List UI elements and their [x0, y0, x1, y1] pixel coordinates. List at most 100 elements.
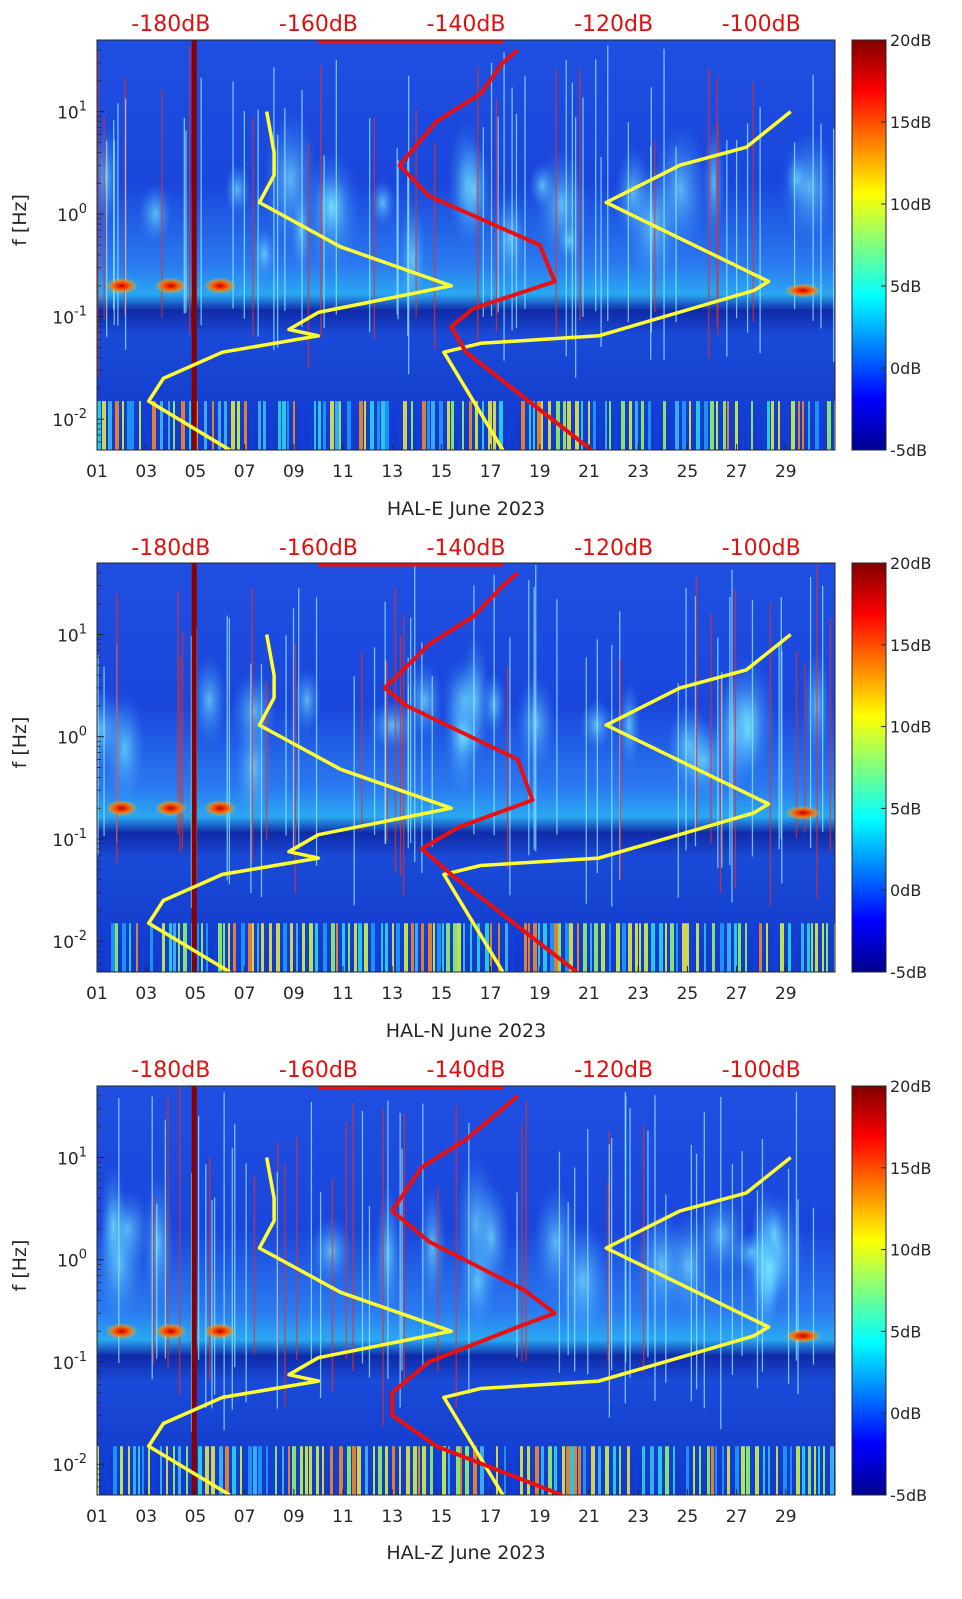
x-tick-label: 01 [86, 984, 108, 1004]
panel-2: 01 03 05 07 09 11 13 15 17 19 21 23 25 27 29 HAL-N June… [9, 536, 932, 1042]
x-tick-label: 15 [431, 1507, 453, 1527]
x-tick-label: 27 [726, 462, 748, 482]
overlay-line-yellow-low [146, 111, 453, 450]
x-tick-label: 21 [578, 984, 600, 1004]
x-axis-title: HAL-E June 2023 [387, 498, 545, 520]
spectrogram-area [97, 1086, 835, 1495]
top-db-label: -100dB [722, 536, 801, 561]
overlay-line-red [397, 48, 593, 450]
colorbar-tick-label: 10dB [890, 195, 932, 214]
x-tick-label: 27 [726, 1507, 748, 1527]
x-tick-label: 23 [627, 462, 649, 482]
top-db-label: -180dB [131, 1058, 210, 1083]
x-tick-label: 01 [86, 1507, 108, 1527]
x-tick-label: 05 [185, 984, 207, 1004]
panel-3: 01 03 05 07 09 11 13 15 17 19 21 23 25 27 29 HAL-Z June… [9, 1058, 932, 1564]
x-tick-label: 19 [529, 462, 551, 482]
x-tick-label: 29 [775, 1507, 797, 1527]
top-db-label: -120dB [574, 536, 653, 561]
top-db-label: -100dB [722, 12, 801, 37]
x-tick-label: 23 [627, 1507, 649, 1527]
colorbar-tick-label: 10dB [890, 718, 932, 737]
x-tick-label: 03 [135, 984, 157, 1004]
top-db-label: -120dB [574, 12, 653, 37]
y-tick-label: 10-2 [52, 929, 87, 953]
overlay-line-yellow-high [442, 1156, 792, 1495]
top-db-label: -140dB [427, 1058, 506, 1083]
colorbar-tick-label: 10dB [890, 1241, 932, 1260]
x-axis-title: HAL-N June 2023 [386, 1020, 546, 1042]
top-db-label: -140dB [427, 536, 506, 561]
x-tick-label: 25 [677, 984, 699, 1004]
top-db-label: -100dB [722, 1058, 801, 1083]
colorbar-tick-label: -5dB [890, 1486, 927, 1505]
overlay-line-yellow-low [146, 1157, 453, 1495]
x-tick-label: 05 [185, 462, 207, 482]
x-tick-label: 17 [480, 984, 502, 1004]
y-tick-label: 10-1 [52, 305, 87, 329]
x-tick-label: 05 [185, 1507, 207, 1527]
x-tick-label: 09 [283, 984, 305, 1004]
colorbar-tick-label: 0dB [890, 359, 921, 378]
x-tick-label: 03 [135, 1507, 157, 1527]
x-tick-label: 15 [431, 462, 453, 482]
overlay-line-yellow-high [442, 633, 792, 972]
y-tick-label: 100 [57, 1248, 87, 1272]
x-tick-label: 09 [283, 1507, 305, 1527]
x-tick-label: 15 [431, 984, 453, 1004]
colorbar-tick-label: 0dB [890, 881, 921, 900]
colorbar-gradient [851, 39, 887, 451]
overlay-line-red [382, 571, 578, 972]
y-tick-label: 100 [57, 725, 87, 749]
y-tick-label: 101 [57, 1145, 87, 1169]
top-db-label: -160dB [279, 536, 358, 561]
y-tick-label: 10-1 [52, 827, 87, 851]
x-tick-label: 09 [283, 462, 305, 482]
x-tick-label: 13 [381, 984, 403, 1004]
colorbar-tick-label: 5dB [890, 277, 921, 296]
x-tick-label: 25 [677, 462, 699, 482]
x-tick-label: 11 [332, 462, 354, 482]
instrument-artifact-line [191, 1086, 197, 1495]
x-tick-label: 01 [86, 462, 108, 482]
x-tick-label: 07 [234, 984, 256, 1004]
y-axis-title: f [Hz] [9, 1240, 31, 1292]
colorbar-tick-label: 15dB [890, 113, 932, 132]
x-tick-label: 17 [480, 1507, 502, 1527]
instrument-artifact-line [191, 563, 197, 972]
colorbar: 20dB 15dB 10dB 5dB 0dB -5dB [851, 31, 932, 460]
colorbar-gradient [851, 1085, 887, 1496]
top-db-label: -180dB [131, 536, 210, 561]
x-tick-label: 13 [381, 462, 403, 482]
x-tick-label: 17 [480, 462, 502, 482]
y-tick-label: 10-2 [52, 1452, 87, 1476]
colorbar: 20dB 15dB 10dB 5dB 0dB -5dB [851, 1077, 932, 1505]
instrument-artifact-line [191, 40, 197, 450]
y-tick-label: 10-1 [52, 1350, 87, 1374]
x-tick-label: 23 [627, 984, 649, 1004]
panel-1: 01 03 05 07 09 11 13 15 17 19 21 23 25 27 29 HAL-E June… [9, 12, 932, 520]
top-db-label: -140dB [427, 12, 506, 37]
top-db-label: -180dB [131, 12, 210, 37]
x-tick-label: 27 [726, 984, 748, 1004]
colorbar-tick-label: 0dB [890, 1404, 921, 1423]
x-tick-label: 29 [775, 462, 797, 482]
x-tick-label: 19 [529, 1507, 551, 1527]
x-axis-title: HAL-Z June 2023 [386, 1542, 545, 1564]
y-axis-title: f [Hz] [9, 194, 31, 246]
x-tick-label: 19 [529, 984, 551, 1004]
top-db-label: -160dB [279, 12, 358, 37]
x-tick-label: 21 [578, 1507, 600, 1527]
colorbar-tick-label: 20dB [890, 554, 932, 573]
spectrogram-area [97, 40, 835, 450]
x-tick-label: 13 [381, 1507, 403, 1527]
x-tick-label: 07 [234, 1507, 256, 1527]
x-tick-label: 03 [135, 462, 157, 482]
x-tick-label: 25 [677, 1507, 699, 1527]
colorbar-tick-label: 20dB [890, 1077, 932, 1096]
overlay-line-yellow-low [146, 634, 453, 972]
x-tick-label: 11 [332, 1507, 354, 1527]
colorbar-tick-label: 15dB [890, 636, 932, 655]
x-tick-label: 07 [234, 462, 256, 482]
